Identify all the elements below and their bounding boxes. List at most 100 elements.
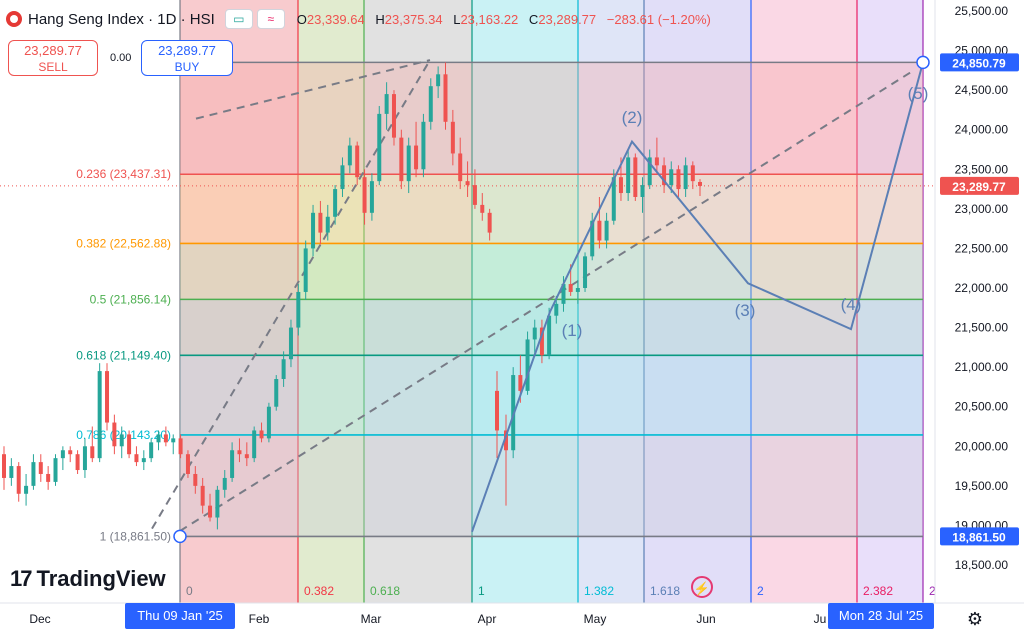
candle-body: [2, 454, 6, 478]
candle-body: [399, 137, 404, 182]
buy-price: 23,289.77: [158, 43, 216, 58]
elliott-wave-label: (1): [562, 321, 583, 340]
candle-body: [185, 454, 190, 474]
candle-body: [561, 284, 566, 304]
candle-body: [575, 288, 580, 292]
candle-body: [266, 406, 271, 439]
candle-body: [604, 220, 609, 241]
candle-body: [333, 189, 338, 217]
candle-body: [134, 454, 139, 463]
spread-value: 0.00: [110, 52, 132, 64]
candle-body: [200, 485, 205, 506]
fib-level-band: [180, 174, 923, 244]
compare-wave-icon[interactable]: ≈: [256, 9, 285, 29]
time-tick-label: Dec: [29, 612, 50, 626]
price-tick-label: 20,000.00: [955, 439, 1009, 453]
tradingview-logo[interactable]: 17 TradingView: [10, 566, 166, 592]
candle-body: [325, 216, 330, 233]
symbol-title[interactable]: Hang Seng Index · 1D · HSI: [28, 10, 215, 28]
fib-time-zone-label: 2.382: [863, 584, 893, 598]
high-value: 23,375.34: [384, 11, 443, 27]
sell-button[interactable]: 23,289.77 SELL: [8, 40, 98, 76]
candle-body: [698, 181, 702, 186]
candle-body: [68, 450, 73, 455]
indicator-toggle-icon[interactable]: ▭: [224, 9, 253, 29]
candle-body: [53, 458, 58, 482]
candle-body: [215, 489, 220, 518]
candle-body: [504, 430, 508, 451]
fib-time-zone-band: [472, 0, 578, 603]
low-value: 23,163.22: [460, 11, 519, 27]
lightning-icon[interactable]: ⚡: [691, 576, 713, 598]
candle-body: [149, 442, 154, 459]
candle-body: [311, 212, 316, 249]
candle-body: [24, 485, 29, 494]
fib-time-zone-band: [298, 0, 364, 603]
candle-body: [525, 339, 530, 391]
candle-body: [554, 303, 559, 316]
channel-line: [179, 68, 916, 532]
open-label: O: [296, 11, 307, 27]
channel-line: [195, 59, 431, 120]
buy-button[interactable]: 23,289.77 BUY: [141, 40, 233, 76]
fib-top-price-tag: 24,850.79: [952, 56, 1006, 70]
fib-level-label: 1 (18,861.50): [100, 529, 171, 543]
drawing-anchor-handle[interactable]: [916, 55, 930, 70]
candle-body: [60, 450, 65, 459]
candle-body: [288, 327, 293, 360]
price-tick-label: 21,000.00: [955, 360, 1009, 374]
candle-body: [421, 121, 426, 170]
low-label: L: [453, 11, 461, 27]
candle-body: [97, 371, 102, 459]
candle-body: [46, 473, 51, 482]
candle-body: [178, 438, 183, 455]
fib-level-label: 0.382 (22,562.88): [76, 236, 171, 250]
candle-body: [662, 165, 667, 186]
price-tick-label: 23,000.00: [955, 202, 1009, 216]
candle-body: [465, 181, 470, 186]
candle-body: [156, 434, 161, 443]
candle-body: [428, 86, 433, 122]
price-tick-label: 25,500.00: [955, 4, 1009, 18]
candle-body: [480, 204, 485, 213]
fib-time-zone-label: 0.618: [370, 584, 400, 598]
candle-body: [539, 327, 544, 356]
drawing-anchor-handle[interactable]: [173, 529, 187, 544]
fib-time-zone-label: 2: [929, 584, 936, 598]
candle-body: [547, 315, 552, 356]
sell-label: SELL: [38, 60, 68, 74]
candle-body: [318, 212, 323, 233]
candle-body: [532, 327, 537, 340]
candle-body: [347, 145, 352, 166]
candle-body: [193, 473, 198, 486]
candle-body: [640, 185, 645, 197]
tradingview-wordmark: TradingView: [36, 566, 166, 591]
fib-time-zone-bands: 0 0.382 0.618 1 1.382 1.618 2 2.382 2: [179, 0, 936, 603]
candle-body: [618, 177, 623, 194]
channel-line: [151, 59, 431, 530]
candle-body: [676, 169, 681, 190]
elliott-wave-path: [471, 62, 924, 533]
price-tick-label: 24,500.00: [955, 83, 1009, 97]
time-tick-label: Mar: [361, 612, 382, 626]
elliott-wave-label: (5): [908, 84, 929, 103]
candle-body: [237, 450, 242, 455]
candle-body: [274, 379, 279, 407]
buy-label: BUY: [174, 60, 200, 74]
candle-body: [141, 458, 146, 463]
fib-level-label: 0.5 (21,856.14): [90, 292, 171, 306]
candle-body: [487, 212, 492, 233]
candle-body: [208, 505, 213, 518]
candle-body: [568, 284, 573, 292]
fib-retracement: 0.236 (23,437.31) 0.382 (22,562.88) 0.5 (2…: [76, 61, 923, 543]
candle-body: [384, 94, 389, 114]
candle-body: [450, 121, 455, 154]
candle-body: [597, 220, 602, 241]
settings-gear-icon[interactable]: ⚙: [966, 609, 984, 629]
candle-body: [112, 422, 117, 447]
fib-time-zone-label: 1: [478, 584, 485, 598]
candle-body: [90, 446, 95, 459]
fib-time-zone-label: 0.382: [304, 584, 334, 598]
